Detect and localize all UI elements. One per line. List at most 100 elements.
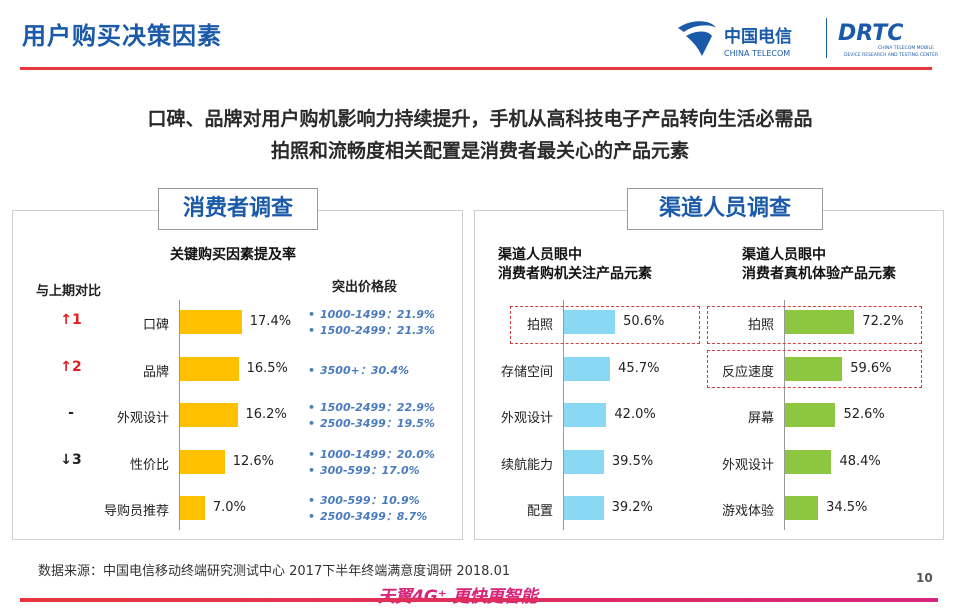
bar — [180, 496, 205, 520]
page-number: 10 — [916, 571, 933, 585]
price-segment: • 1000-1499：21.9% — [308, 306, 435, 322]
price-segment: • 1000-1499：20.0% — [308, 446, 435, 462]
price-segment-text: 2500-3499：19.5% — [320, 417, 435, 430]
highlight-box-photo — [510, 306, 700, 344]
bar — [785, 496, 819, 520]
change-header: 与上期对比 — [36, 284, 102, 299]
category-label: 外观设计 — [116, 411, 169, 426]
bullet-icon: • — [308, 401, 316, 414]
data-label: 12.6% — [232, 453, 275, 469]
chart-b-title-1: 渠道人员眼中 — [742, 247, 826, 263]
bar — [564, 356, 611, 381]
bar — [785, 310, 855, 334]
category-label: 反应速度 — [721, 364, 774, 380]
brand-dr: DRTC — [838, 21, 903, 46]
category-label: 外观设计 — [721, 457, 774, 473]
data-label: 42.0% — [614, 407, 656, 422]
category-label: 外观设计 — [500, 411, 553, 426]
china-telecom-logo: 中国电信 CHINA TELECOM — [672, 14, 822, 62]
price-header: 突出价格段 — [332, 280, 398, 295]
left-chart-axis — [179, 300, 180, 530]
category-label: 屏幕 — [747, 411, 774, 426]
category-label: 续航能力 — [500, 457, 553, 473]
category-label: 性价比 — [129, 457, 169, 473]
data-label: 59.6% — [850, 360, 892, 376]
bar — [180, 403, 238, 427]
bar — [785, 403, 836, 427]
page-title: 用户购买决策因素 — [22, 22, 222, 50]
data-label: 16.2% — [245, 407, 287, 422]
chart-b-title-2: 消费者真机体验产品元素 — [742, 266, 896, 282]
price-segment: • 1500-2499：22.9% — [308, 399, 435, 415]
category-label: 存储空间 — [500, 364, 553, 380]
bar — [180, 449, 225, 474]
bar — [785, 449, 832, 474]
price-segment-text: 3500+：30.4% — [320, 363, 409, 377]
header-rule — [20, 67, 932, 70]
category-label: 拍照 — [747, 318, 774, 333]
price-segment-text: 1000-1499：20.0% — [320, 447, 435, 461]
channel-survey-panel — [474, 210, 944, 540]
highlight-box-response-speed — [707, 350, 922, 388]
data-label: 72.2% — [862, 314, 904, 329]
brand-ct-cn: 中国电信 — [724, 26, 792, 47]
bullet-icon: • — [308, 308, 316, 321]
data-label: 48.4% — [839, 453, 881, 469]
bullet-icon: • — [308, 463, 316, 477]
bar — [180, 310, 242, 334]
price-segment: • 1500-2499：21.3% — [308, 322, 435, 338]
bullet-icon: • — [308, 363, 316, 377]
bar — [564, 496, 604, 520]
chart-a-title-2: 消费者购机关注产品元素 — [498, 266, 652, 282]
bar — [564, 310, 616, 334]
category-label: 配置 — [526, 504, 553, 519]
data-source: 数据来源：中国电信移动终端研究测试中心 2017下半年终端满意度调研 2018.… — [38, 564, 511, 579]
data-label: 39.5% — [611, 453, 654, 469]
price-segment-text: 1500-2499：21.3% — [320, 324, 435, 337]
bullet-icon: • — [308, 447, 316, 461]
change-indicator: ↑1 — [60, 312, 82, 328]
bullet-icon: • — [308, 324, 316, 337]
brand-dr-sub2: DEVICE RESEARCH AND TESTING CENTER — [844, 52, 938, 58]
consumer-survey-label: 消费者调查 — [158, 188, 318, 230]
price-segment-text: 2500-3499：8.7% — [320, 510, 428, 523]
logo-divider — [826, 18, 827, 58]
data-label: 17.4% — [249, 314, 292, 329]
headline-line-1: 口碑、品牌对用户购机影响力持续提升，手机从高科技电子产品转向生活必需品 — [147, 108, 813, 130]
price-segment-text: 1500-2499：22.9% — [320, 401, 435, 414]
data-label: 39.2% — [611, 500, 653, 515]
price-segment: • 300-599：17.0% — [308, 462, 420, 478]
price-segment-text: 300-599：10.9% — [320, 494, 420, 507]
data-label: 34.5% — [826, 500, 868, 515]
change-indicator: ↑2 — [60, 358, 82, 375]
category-label: 品牌 — [142, 364, 169, 380]
change-indicator: ↓3 — [60, 451, 82, 468]
data-label: 52.6% — [843, 407, 885, 422]
category-label: 拍照 — [526, 318, 553, 333]
bar — [564, 449, 604, 474]
data-label: 50.6% — [623, 314, 665, 329]
bottom-rule — [20, 598, 938, 602]
chart-b-axis — [784, 300, 785, 530]
bullet-icon: • — [308, 417, 316, 430]
data-label: 7.0% — [212, 500, 246, 515]
change-indicator: - — [68, 405, 74, 421]
drtc-logo: DRTC CHINA TELECOM MOBILE DEVICE RESEARC… — [836, 14, 946, 62]
bar — [180, 356, 239, 381]
headline-line-2: 拍照和流畅度相关配置是消费者最关心的产品元素 — [270, 140, 689, 162]
brand-ct-en: CHINA TELECOM — [724, 49, 790, 58]
data-label: 16.5% — [246, 360, 288, 376]
price-segment-text: 300-599：17.0% — [320, 463, 420, 477]
price-segment: • 3500+：30.4% — [308, 362, 409, 378]
slogan: 天翼4G⁺ 更快更智能 — [378, 587, 538, 607]
category-label: 口碑 — [142, 318, 169, 333]
category-label: 游戏体验 — [721, 504, 774, 519]
brand-dr-sub1: CHINA TELECOM MOBILE — [878, 45, 934, 51]
bar — [564, 403, 607, 427]
price-segment: • 2500-3499：8.7% — [308, 508, 427, 524]
left-chart-title: 关键购买因素提及率 — [170, 247, 296, 263]
price-segment: • 300-599：10.9% — [308, 492, 420, 508]
bullet-icon: • — [308, 494, 316, 507]
category-label: 导购员推荐 — [103, 504, 169, 519]
price-segment: • 2500-3499：19.5% — [308, 415, 435, 431]
